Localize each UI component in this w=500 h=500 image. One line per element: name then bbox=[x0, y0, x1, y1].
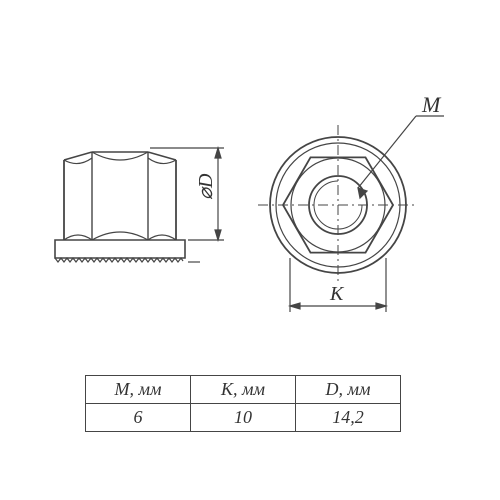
table-header-row: M, мм K, мм D, мм bbox=[86, 376, 401, 404]
cell-m: 6 bbox=[86, 404, 191, 432]
dimension-m-label: M bbox=[421, 92, 442, 117]
col-header-d: D, мм bbox=[296, 376, 401, 404]
dimension-d-label: ⌀D bbox=[195, 173, 217, 200]
side-elevation-view bbox=[55, 152, 185, 262]
dimensions-table: M, мм K, мм D, мм 6 10 14,2 bbox=[85, 375, 401, 432]
table-row: 6 10 14,2 bbox=[86, 404, 401, 432]
dimension-k-label: K bbox=[329, 283, 345, 305]
col-header-k: K, мм bbox=[191, 376, 296, 404]
col-header-m: M, мм bbox=[86, 376, 191, 404]
dimension-d: ⌀D bbox=[150, 148, 224, 262]
cell-d: 14,2 bbox=[296, 404, 401, 432]
cell-k: 10 bbox=[191, 404, 296, 432]
plan-view bbox=[258, 125, 418, 285]
